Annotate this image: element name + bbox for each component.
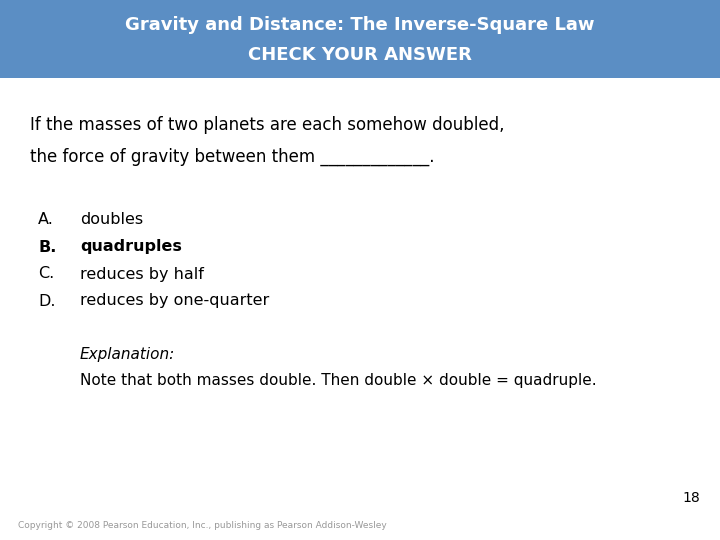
Text: B.: B. (38, 240, 56, 254)
Text: doubles: doubles (80, 213, 143, 227)
Text: reduces by one-quarter: reduces by one-quarter (80, 294, 269, 308)
Text: If the masses of two planets are each somehow doubled,: If the masses of two planets are each so… (30, 116, 505, 134)
Text: Explanation:: Explanation: (80, 348, 175, 362)
Text: Note that both masses double. Then double × double = quadruple.: Note that both masses double. Then doubl… (80, 373, 597, 388)
Text: Copyright © 2008 Pearson Education, Inc., publishing as Pearson Addison-Wesley: Copyright © 2008 Pearson Education, Inc.… (18, 522, 387, 530)
Text: reduces by half: reduces by half (80, 267, 204, 281)
Text: D.: D. (38, 294, 55, 308)
Text: A.: A. (38, 213, 54, 227)
Text: CHECK YOUR ANSWER: CHECK YOUR ANSWER (248, 46, 472, 64)
Text: Gravity and Distance: The Inverse-Square Law: Gravity and Distance: The Inverse-Square… (125, 16, 595, 34)
FancyBboxPatch shape (0, 0, 720, 78)
Text: quadruples: quadruples (80, 240, 182, 254)
Text: 18: 18 (683, 491, 700, 505)
Text: C.: C. (38, 267, 54, 281)
Text: the force of gravity between them _____________.: the force of gravity between them ______… (30, 148, 434, 166)
